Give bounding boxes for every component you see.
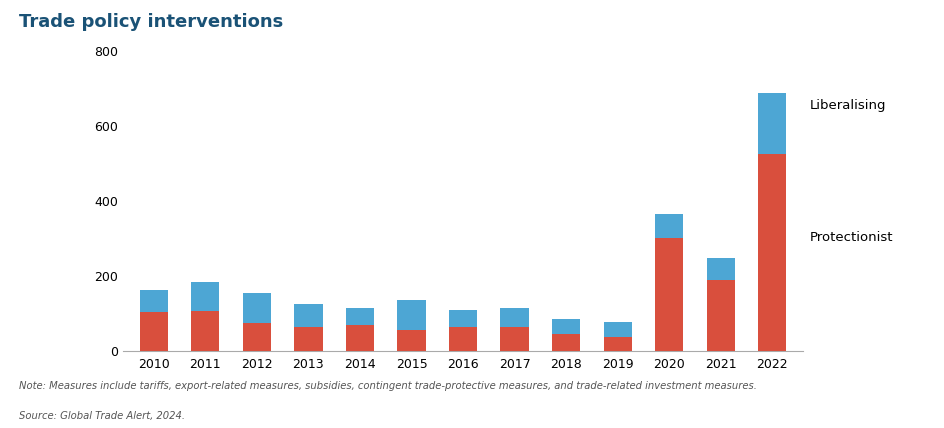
Bar [448, 310, 477, 327]
Bar [243, 323, 271, 351]
Bar [448, 327, 477, 351]
Bar [243, 293, 271, 323]
Bar [140, 312, 168, 351]
Bar [191, 282, 219, 311]
Bar [191, 311, 219, 351]
Bar [603, 323, 632, 337]
Bar [706, 280, 734, 351]
Text: Note: Measures include tariffs, export-related measures, subsidies, contingent t: Note: Measures include tariffs, export-r… [19, 381, 756, 391]
Bar [294, 304, 322, 327]
Bar [346, 326, 374, 351]
Text: Protectionist: Protectionist [809, 231, 893, 244]
Bar [551, 319, 580, 334]
Bar [396, 300, 425, 330]
Text: Trade policy interventions: Trade policy interventions [19, 13, 283, 31]
Bar [654, 238, 683, 351]
Bar [757, 155, 785, 351]
Text: Source: Global Trade Alert, 2024.: Source: Global Trade Alert, 2024. [19, 411, 185, 421]
Bar [551, 334, 580, 351]
Bar [500, 308, 529, 327]
Bar [500, 327, 529, 351]
Bar [757, 92, 785, 155]
Bar [346, 308, 374, 326]
Bar [140, 290, 168, 312]
Bar [654, 214, 683, 238]
Text: Liberalising: Liberalising [809, 99, 885, 112]
Bar [294, 327, 322, 351]
Bar [603, 337, 632, 351]
Bar [396, 330, 425, 351]
Bar [706, 259, 734, 280]
